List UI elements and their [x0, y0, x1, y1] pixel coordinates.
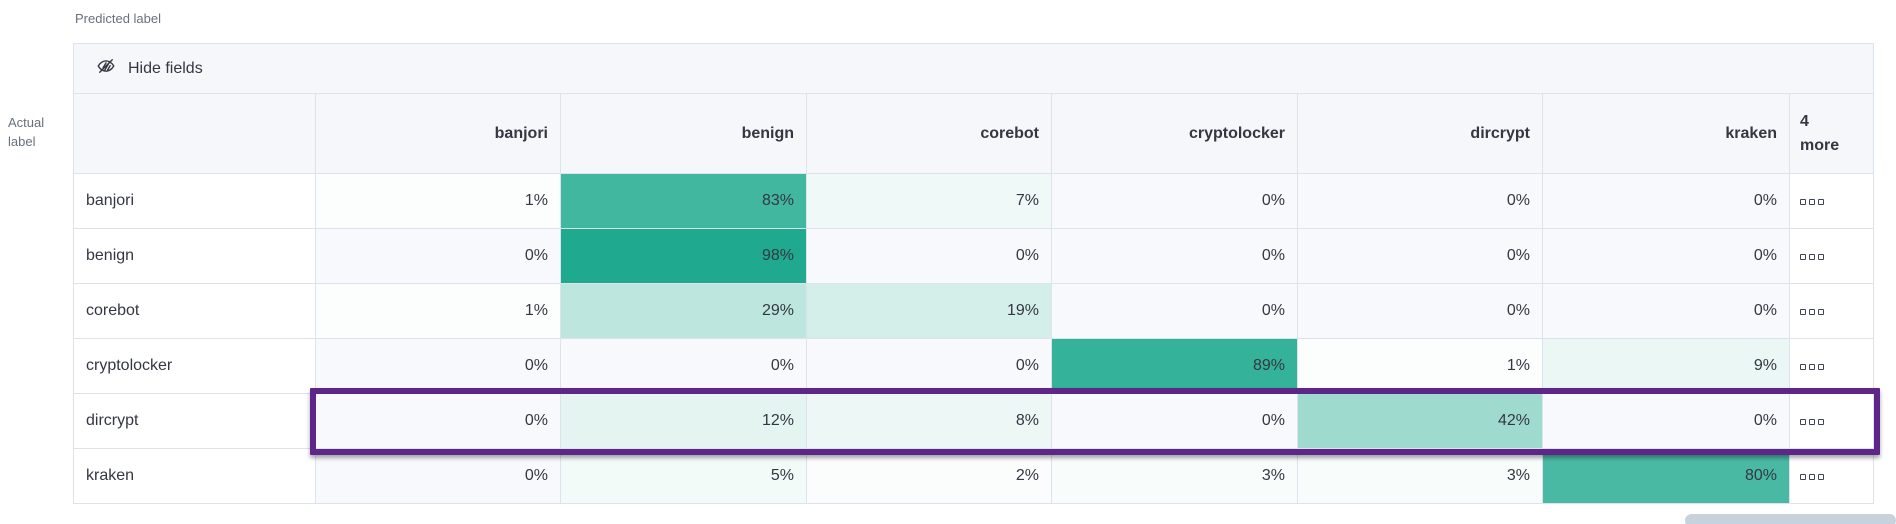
cell-dircrypt-kraken: 0% — [1542, 393, 1790, 449]
column-header-cryptolocker: cryptolocker — [1051, 93, 1298, 174]
cell-kraken-kraken: 80% — [1542, 448, 1790, 504]
boxes-horizontal-icon — [1800, 199, 1824, 205]
cell-corebot-corebot: 19% — [806, 283, 1052, 339]
cell-dircrypt-cryptolocker: 0% — [1051, 393, 1298, 449]
boxes-horizontal-icon — [1800, 309, 1824, 315]
column-header-banjori: banjori — [315, 93, 561, 174]
row-label-banjori: banjori — [73, 173, 316, 229]
boxes-horizontal-icon — [1800, 364, 1824, 370]
more-columns-cell[interactable] — [1788, 448, 1875, 504]
cell-benign-cryptolocker: 0% — [1051, 228, 1298, 284]
cell-dircrypt-banjori: 0% — [315, 393, 561, 449]
boxes-horizontal-icon — [1800, 419, 1824, 425]
cell-cryptolocker-dircrypt: 1% — [1297, 338, 1543, 394]
cell-benign-corebot: 0% — [806, 228, 1052, 284]
column-header-corebot: corebot — [806, 93, 1052, 174]
cell-kraken-benign: 5% — [560, 448, 807, 504]
cell-cryptolocker-kraken: 9% — [1542, 338, 1790, 394]
cell-corebot-dircrypt: 0% — [1297, 283, 1543, 339]
column-header-more: 4 more — [1788, 93, 1875, 174]
grid-controls-row: Hide fields — [72, 43, 1875, 94]
column-header-benign: benign — [560, 93, 807, 174]
cell-banjori-cryptolocker: 0% — [1051, 173, 1298, 229]
cell-cryptolocker-corebot: 0% — [806, 338, 1052, 394]
cell-benign-dircrypt: 0% — [1297, 228, 1543, 284]
cell-dircrypt-dircrypt: 42% — [1297, 393, 1543, 449]
cell-banjori-banjori: 1% — [315, 173, 561, 229]
matrix-row-corebot: corebot 1% 29% 19% 0% 0% 0% — [73, 283, 1875, 339]
cell-banjori-dircrypt: 0% — [1297, 173, 1543, 229]
cell-banjori-benign: 83% — [560, 173, 807, 229]
hide-fields-label: Hide fields — [128, 59, 203, 77]
matrix-row-dircrypt: dircrypt 0% 12% 8% 0% 42% 0% — [73, 393, 1875, 449]
row-label-dircrypt: dircrypt — [73, 393, 316, 449]
cell-kraken-dircrypt: 3% — [1297, 448, 1543, 504]
matrix-row-banjori: banjori 1% 83% 7% 0% 0% 0% — [73, 173, 1875, 229]
cell-corebot-banjori: 1% — [315, 283, 561, 339]
confusion-matrix-table: Hide fields banjori benign corebot cryptolo… — [72, 43, 1875, 504]
cell-dircrypt-benign: 12% — [560, 393, 807, 449]
more-columns-cell[interactable] — [1788, 393, 1875, 449]
eye-closed-icon — [96, 56, 116, 81]
hide-fields-button[interactable]: Hide fields — [74, 45, 203, 93]
grid-header-row: banjori benign corebot cryptolocker dircrypt… — [73, 93, 1875, 174]
horizontal-scrollbar-thumb[interactable] — [1685, 514, 1896, 524]
cell-corebot-cryptolocker: 0% — [1051, 283, 1298, 339]
cell-cryptolocker-cryptolocker: 89% — [1051, 338, 1298, 394]
cell-corebot-benign: 29% — [560, 283, 807, 339]
column-header-dircrypt: dircrypt — [1297, 93, 1543, 174]
row-label-corebot: corebot — [73, 283, 316, 339]
cell-dircrypt-corebot: 8% — [806, 393, 1052, 449]
cell-corebot-kraken: 0% — [1542, 283, 1790, 339]
row-label-kraken: kraken — [73, 448, 316, 504]
row-label-cryptolocker: cryptolocker — [73, 338, 316, 394]
more-columns-cell[interactable] — [1788, 338, 1875, 394]
cell-cryptolocker-benign: 0% — [560, 338, 807, 394]
more-columns-cell[interactable] — [1788, 228, 1875, 284]
cell-kraken-cryptolocker: 3% — [1051, 448, 1298, 504]
boxes-horizontal-icon — [1800, 254, 1824, 260]
cell-benign-kraken: 0% — [1542, 228, 1790, 284]
row-label-benign: benign — [73, 228, 316, 284]
actual-label-caption: Actual label — [8, 115, 45, 149]
cell-banjori-kraken: 0% — [1542, 173, 1790, 229]
cell-benign-benign: 98% — [560, 228, 807, 284]
grid-corner-cell — [73, 93, 316, 174]
column-header-kraken: kraken — [1542, 93, 1790, 174]
more-columns-cell[interactable] — [1788, 283, 1875, 339]
matrix-row-cryptolocker: cryptolocker 0% 0% 0% 89% 1% 9% — [73, 338, 1875, 394]
boxes-horizontal-icon — [1800, 474, 1824, 480]
cell-banjori-corebot: 7% — [806, 173, 1052, 229]
cell-kraken-corebot: 2% — [806, 448, 1052, 504]
more-columns-cell[interactable] — [1788, 173, 1875, 229]
cell-benign-banjori: 0% — [315, 228, 561, 284]
matrix-row-benign: benign 0% 98% 0% 0% 0% 0% — [73, 228, 1875, 284]
cell-kraken-banjori: 0% — [315, 448, 561, 504]
cell-cryptolocker-banjori: 0% — [315, 338, 561, 394]
matrix-row-kraken: kraken 0% 5% 2% 3% 3% 80% — [73, 448, 1875, 504]
predicted-label-caption: Predicted label — [75, 11, 161, 26]
